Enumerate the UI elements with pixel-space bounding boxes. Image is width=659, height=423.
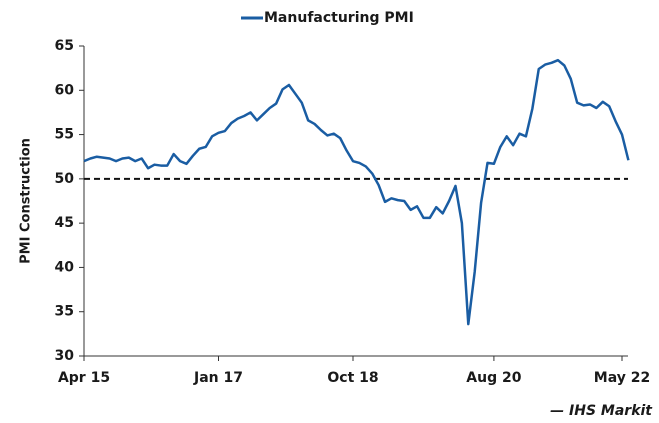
y-tick-label: 45 bbox=[55, 215, 74, 231]
y-axis-label: PMI Construction bbox=[19, 138, 34, 264]
x-tick-label: Apr 15 bbox=[58, 370, 110, 386]
x-tick-label: May 22 bbox=[594, 370, 650, 386]
y-tick-label: 30 bbox=[55, 348, 75, 364]
y-tick-label: 65 bbox=[55, 38, 74, 54]
y-tick-label: 55 bbox=[55, 127, 74, 143]
legend-label: Manufacturing PMI bbox=[264, 10, 414, 26]
x-tick-label: Oct 18 bbox=[327, 370, 378, 386]
x-tick-label: Aug 20 bbox=[466, 370, 521, 386]
series-line bbox=[83, 58, 630, 326]
y-tick-label: 60 bbox=[55, 82, 75, 98]
x-tick-label: Jan 17 bbox=[193, 370, 243, 386]
y-tick-label: 50 bbox=[55, 171, 75, 187]
y-tick-label: 40 bbox=[55, 259, 75, 275]
source: — IHS Markit bbox=[550, 403, 653, 419]
y-tick-label: 35 bbox=[55, 304, 74, 320]
